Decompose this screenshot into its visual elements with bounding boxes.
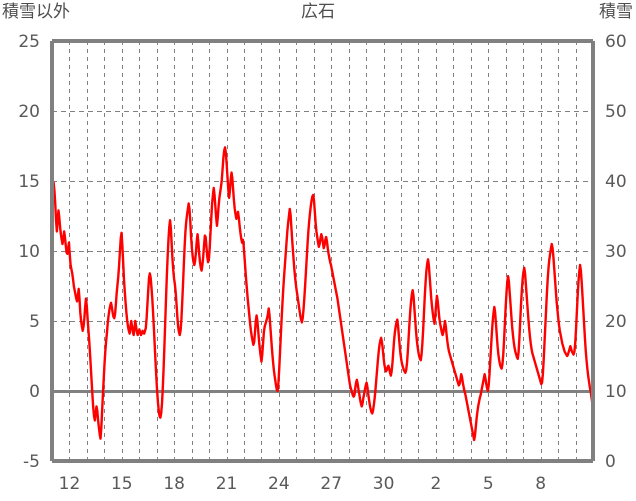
x-tick-label: 24 [268, 474, 290, 494]
left-tick-label: -5 [23, 452, 40, 472]
x-tick-label: 12 [59, 474, 81, 494]
x-tick-label: 30 [373, 474, 395, 494]
x-tick-label: 2 [431, 474, 442, 494]
right-tick-label: 40 [605, 172, 627, 192]
y-gridlines [52, 111, 593, 322]
left-axis-unit-label: 積雪以外 [2, 2, 70, 22]
right-tick-label: 20 [605, 312, 627, 332]
chart-title: 広石 [301, 2, 335, 22]
right-tick-label: 10 [605, 382, 627, 402]
x-tick-label: 5 [483, 474, 494, 494]
series-line-0 [50, 146, 595, 442]
right-tick-label: 30 [605, 242, 627, 262]
bottom-axis-tick-labels: 12 15 18 21 24 27 30 2 5 8 [59, 474, 546, 494]
x-tick-label: 15 [111, 474, 133, 494]
left-tick-label: 15 [18, 172, 40, 192]
x-tick-label: 27 [320, 474, 342, 494]
right-tick-label: 0 [605, 452, 616, 472]
x-tick-label: 18 [163, 474, 185, 494]
axis-frame [50, 39, 595, 463]
left-tick-label: 0 [29, 382, 40, 402]
data-series-line [50, 146, 595, 442]
right-axis-unit-label: 積雪 [599, 2, 633, 22]
x-tick-label: 8 [535, 474, 546, 494]
x-tick-label: 21 [216, 474, 238, 494]
right-tick-label: 50 [605, 102, 627, 122]
right-axis-tick-labels: 0 10 20 30 40 50 60 [605, 32, 627, 472]
left-axis-tick-labels: -5 0 5 10 15 20 25 [18, 32, 40, 472]
right-tick-label: 60 [605, 32, 627, 52]
left-tick-label: 25 [18, 32, 40, 52]
left-tick-label: 20 [18, 102, 40, 122]
left-tick-label: 10 [18, 242, 40, 262]
left-tick-label: 5 [29, 312, 40, 332]
